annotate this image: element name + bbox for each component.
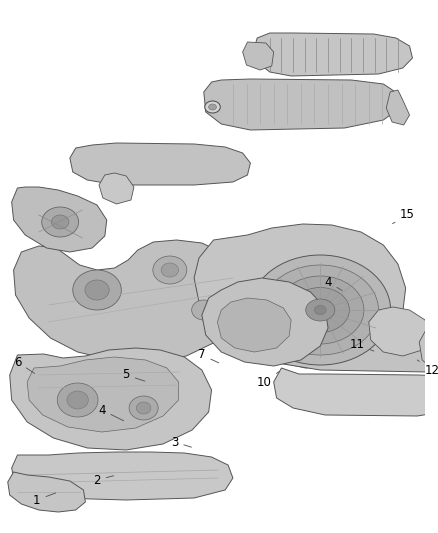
Polygon shape [194,224,406,368]
Ellipse shape [276,276,364,344]
Ellipse shape [262,265,378,355]
Polygon shape [369,307,429,356]
Polygon shape [204,79,400,130]
Ellipse shape [51,215,69,229]
Polygon shape [274,368,438,416]
Polygon shape [12,187,107,252]
Polygon shape [10,348,212,450]
Ellipse shape [67,391,88,409]
Ellipse shape [73,270,121,310]
Ellipse shape [192,300,216,320]
Text: 6: 6 [0,532,1,533]
Polygon shape [99,173,134,204]
Ellipse shape [161,263,179,277]
Text: 10: 10 [257,372,279,389]
Ellipse shape [153,256,187,284]
Ellipse shape [436,351,438,365]
Text: 11: 11 [0,532,1,533]
Text: 7: 7 [0,532,1,533]
Ellipse shape [306,299,335,321]
Text: 4: 4 [98,403,124,421]
Ellipse shape [42,207,78,237]
Polygon shape [70,143,251,185]
Polygon shape [202,278,328,366]
Text: 15: 15 [392,208,415,224]
Polygon shape [27,357,179,432]
Ellipse shape [291,287,350,333]
Ellipse shape [136,402,151,414]
Polygon shape [8,472,85,512]
Text: 5: 5 [123,368,145,382]
Text: 2: 2 [93,473,114,487]
Text: 13: 13 [0,532,1,533]
Text: 1: 1 [33,493,56,506]
Polygon shape [254,33,413,76]
Polygon shape [419,325,438,374]
Text: 12: 12 [417,360,438,376]
Text: 6: 6 [14,356,35,374]
Polygon shape [217,298,291,352]
Ellipse shape [208,104,216,110]
Ellipse shape [57,383,98,417]
Text: 8: 8 [0,532,1,533]
Polygon shape [386,90,410,125]
Text: 3: 3 [171,435,191,448]
Polygon shape [14,240,243,362]
Ellipse shape [250,255,391,365]
Text: 14: 14 [0,532,1,533]
Polygon shape [243,42,274,70]
Text: 7: 7 [198,349,219,363]
Polygon shape [12,452,233,500]
Ellipse shape [129,396,158,420]
Text: 5: 5 [0,532,1,533]
Text: 4: 4 [324,276,342,290]
Ellipse shape [205,101,220,113]
Text: 11: 11 [350,338,374,351]
Ellipse shape [85,280,109,300]
Polygon shape [260,320,438,372]
Ellipse shape [314,305,326,314]
